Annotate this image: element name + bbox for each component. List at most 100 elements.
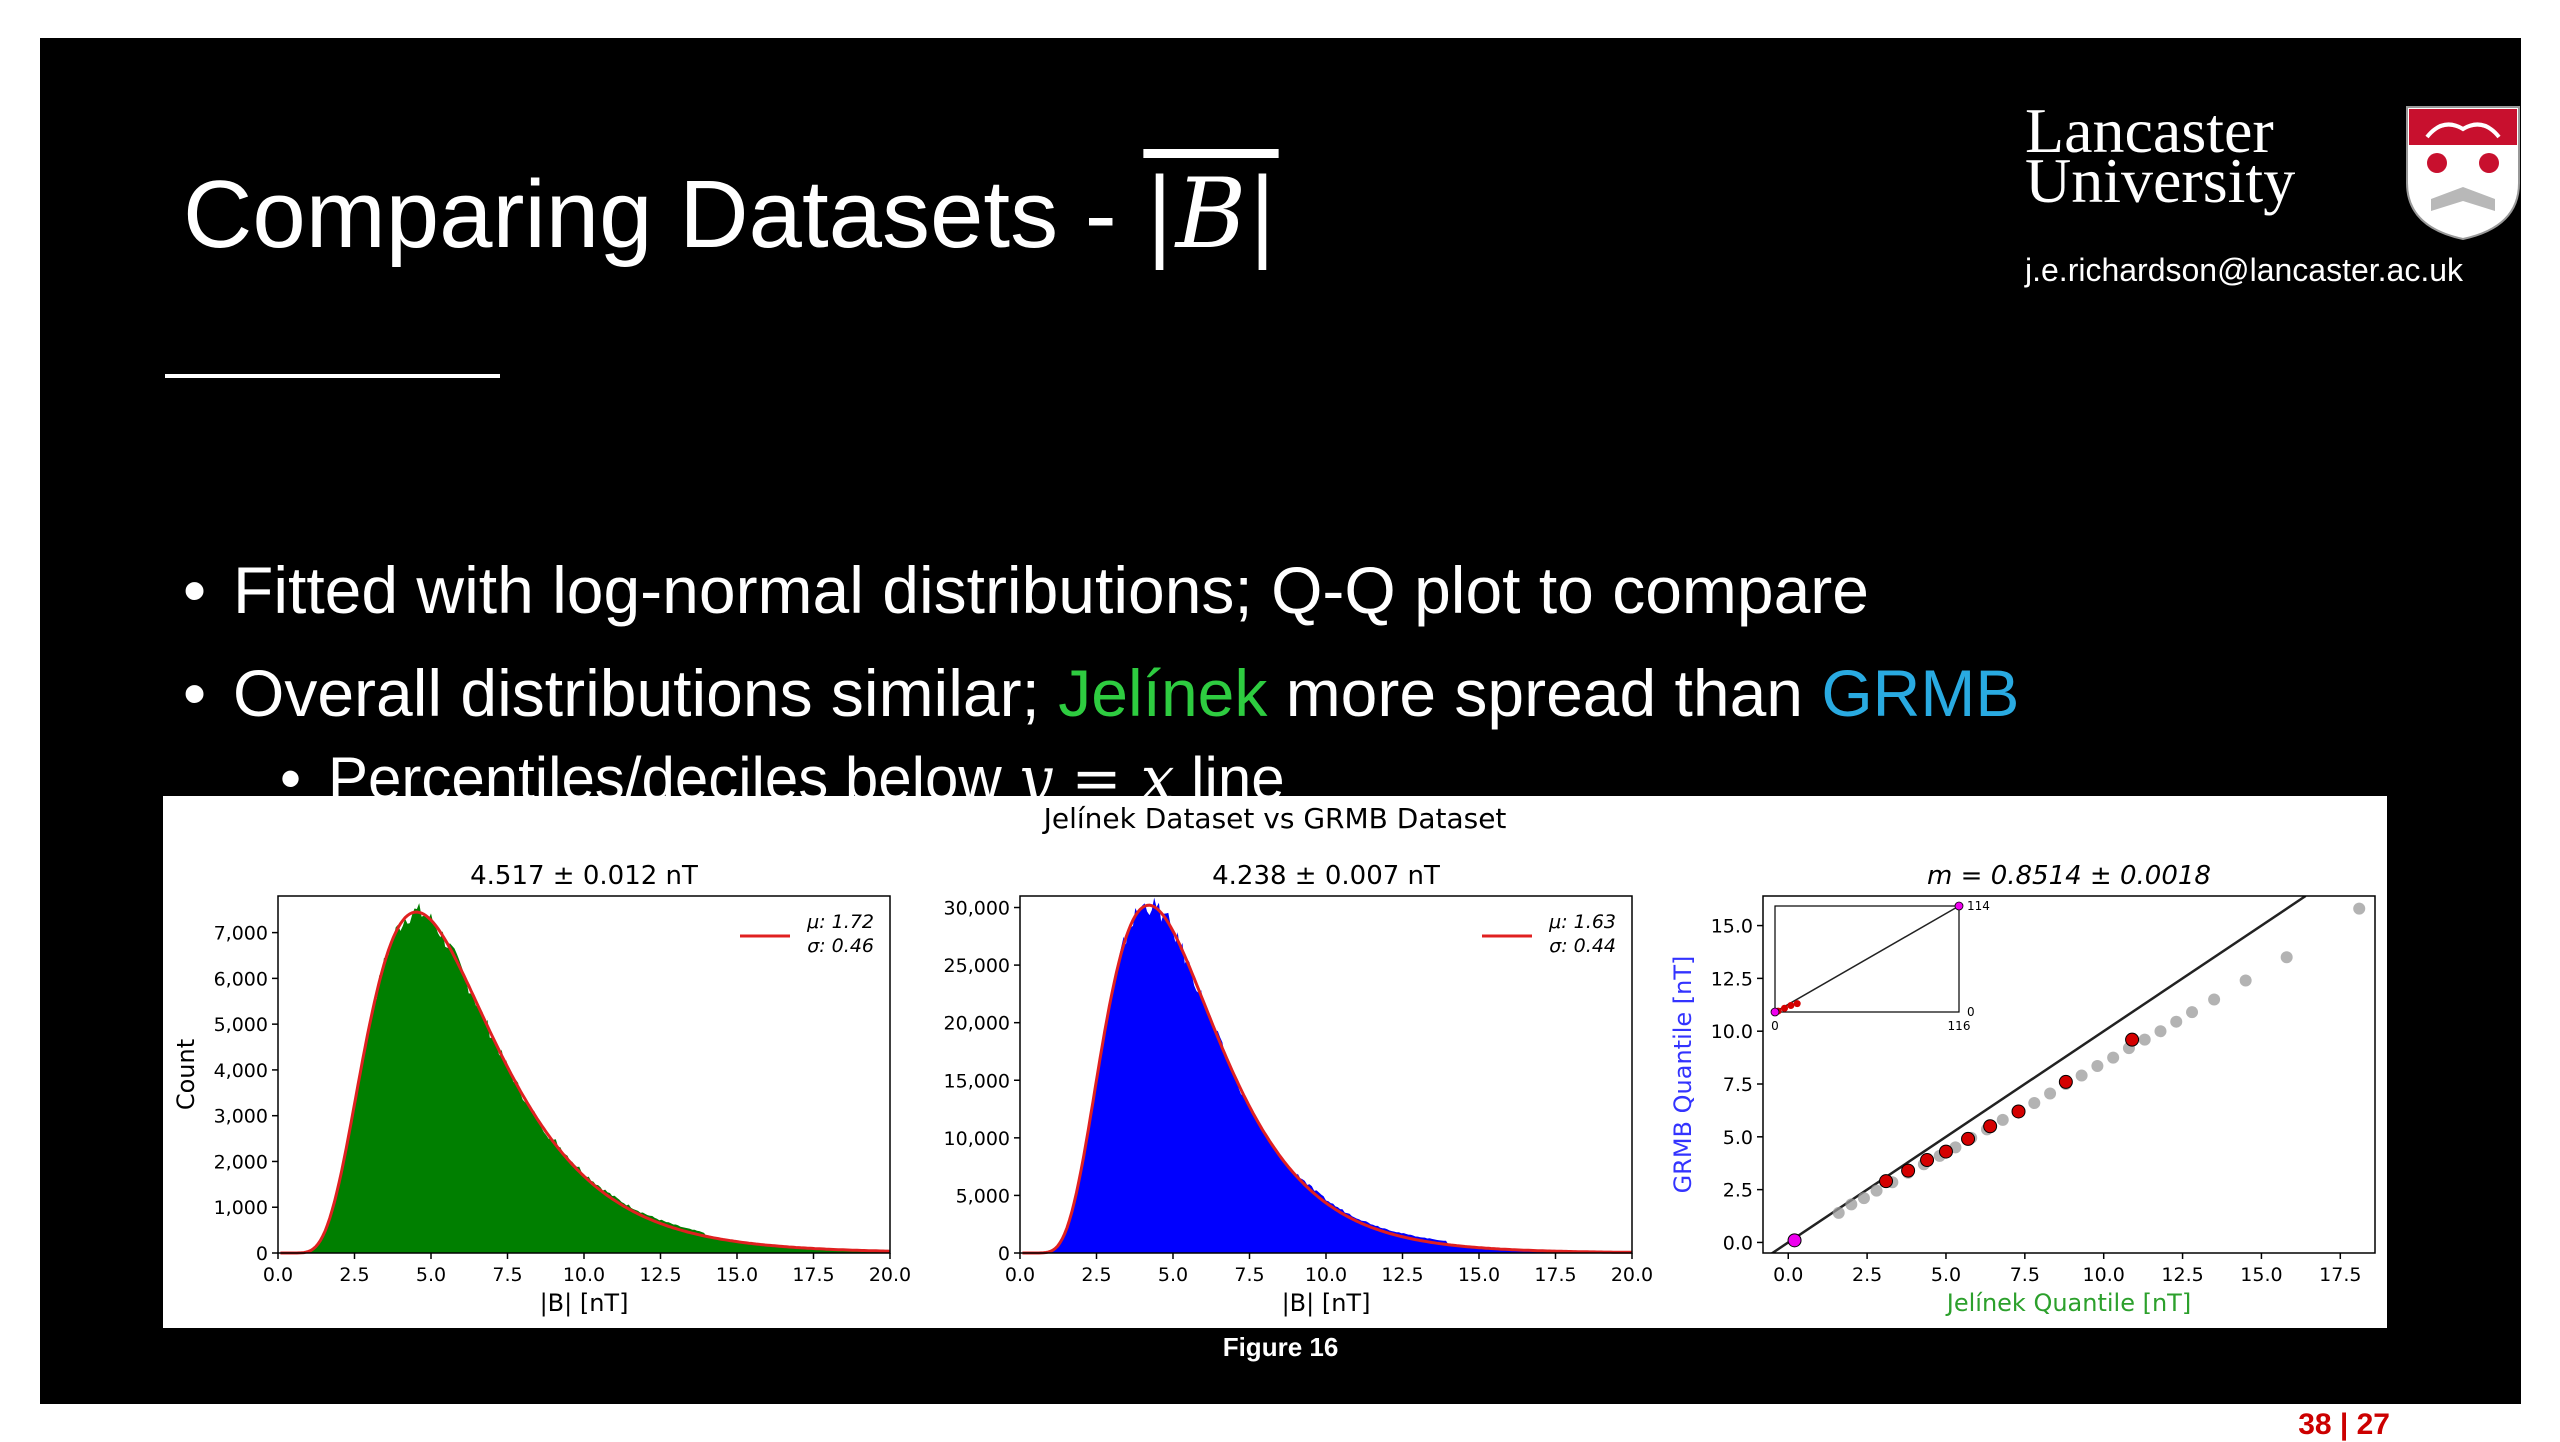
slide: Comparing Datasets - |B| Lancaster Unive… bbox=[40, 38, 2521, 1404]
y-tick-label: 0 bbox=[998, 1243, 1010, 1265]
legend-sigma: σ: 0.44 bbox=[1549, 935, 1616, 957]
inset-red-point bbox=[1793, 1000, 1801, 1008]
gray-point bbox=[1857, 1192, 1870, 1205]
x-tick-label: 10.0 bbox=[1305, 1264, 1347, 1286]
x-tick-label: 12.5 bbox=[639, 1264, 681, 1286]
bullet-2-pre: Overall distributions similar; bbox=[233, 656, 1059, 730]
x-tick-label: 17.5 bbox=[792, 1264, 834, 1286]
figure-suptitle: Jelínek Dataset vs GRMB Dataset bbox=[1042, 802, 1507, 835]
bullet-2-jelinek: Jelínek bbox=[1058, 656, 1268, 730]
bullet-dot: • bbox=[183, 656, 207, 730]
inset-red-point bbox=[1787, 1001, 1795, 1009]
y-tick-label: 1,000 bbox=[214, 1197, 268, 1219]
gray-point bbox=[2353, 902, 2366, 915]
bullet-2-mid: more spread than bbox=[1267, 656, 1822, 730]
red-point bbox=[2058, 1074, 2073, 1089]
x-tick-label: 2.5 bbox=[1852, 1264, 1882, 1286]
gray-point bbox=[2028, 1097, 2041, 1110]
inset-magenta-point bbox=[1770, 1007, 1780, 1017]
x-axis-label: |B| [nT] bbox=[1282, 1289, 1371, 1317]
y-axis-label: GRMB Quantile [nT] bbox=[1669, 956, 1697, 1194]
title-symbol: |B| bbox=[1143, 158, 1279, 270]
lognormal-fit-line bbox=[1022, 903, 1632, 1255]
y-tick-label: 15.0 bbox=[1711, 916, 1753, 938]
gray-point bbox=[2138, 1033, 2151, 1046]
red-point bbox=[1901, 1163, 1916, 1178]
red-point bbox=[1961, 1131, 1976, 1146]
x-tick-label: 15.0 bbox=[1458, 1264, 1500, 1286]
inset-x-tick-label: 0 bbox=[1771, 1019, 1779, 1033]
x-tick-label: 5.0 bbox=[416, 1264, 446, 1286]
inset-identity-line bbox=[1774, 905, 1960, 1013]
page-number: 38 | 27 bbox=[2298, 1408, 2390, 1441]
gray-point bbox=[2170, 1015, 2183, 1028]
title-underline bbox=[165, 374, 500, 378]
histogram-bars bbox=[278, 903, 890, 1253]
inset-red-point bbox=[1781, 1004, 1789, 1012]
gray-point bbox=[1845, 1198, 1858, 1211]
author-email: j.e.richardson@lancaster.ac.uk bbox=[2025, 252, 2464, 288]
y-tick-label: 7,000 bbox=[214, 923, 268, 945]
red-point bbox=[2125, 1032, 2140, 1047]
gray-point bbox=[1996, 1113, 2009, 1126]
inset-magenta-point bbox=[1954, 901, 1964, 911]
x-tick-label: 17.5 bbox=[1534, 1264, 1576, 1286]
title-prefix: Comparing Datasets - bbox=[183, 161, 1144, 268]
histogram-bars bbox=[1020, 897, 1632, 1253]
x-tick-label: 5.0 bbox=[1931, 1264, 1961, 1286]
y-tick-label: 3,000 bbox=[214, 1106, 268, 1128]
x-axis-label: |B| [nT] bbox=[540, 1289, 629, 1317]
inset-x-tick-label: 116 bbox=[1948, 1019, 1971, 1033]
y-tick-label: 12.5 bbox=[1711, 968, 1753, 990]
red-point bbox=[1920, 1153, 1935, 1168]
red-point bbox=[1938, 1144, 1953, 1159]
gray-point bbox=[2280, 951, 2293, 964]
y-tick-label: 0.0 bbox=[1723, 1232, 1753, 1254]
x-tick-label: 20.0 bbox=[869, 1264, 911, 1286]
gray-point bbox=[2044, 1087, 2057, 1100]
gray-point bbox=[2154, 1025, 2167, 1038]
logo-line-1: Lancaster bbox=[2025, 95, 2274, 166]
gray-point bbox=[2091, 1060, 2104, 1073]
y-tick-label: 30,000 bbox=[944, 898, 1010, 920]
x-tick-label: 7.5 bbox=[2010, 1264, 2040, 1286]
y-tick-label: 10.0 bbox=[1711, 1021, 1753, 1043]
legend-mu: μ: 1.63 bbox=[1548, 911, 1616, 933]
x-axis-label: Jelínek Quantile [nT] bbox=[1945, 1289, 2191, 1317]
lognormal-fit-line bbox=[280, 910, 891, 1255]
gray-point bbox=[2208, 993, 2221, 1006]
x-tick-label: 12.5 bbox=[1381, 1264, 1423, 1286]
figure-svg: Jelínek Dataset vs GRMB Dataset 0.0 2.5 5.… bbox=[172, 802, 2376, 1317]
gray-point bbox=[1832, 1206, 1845, 1219]
x-tick-label: 7.5 bbox=[1234, 1264, 1264, 1286]
bottom-band bbox=[0, 1404, 2560, 1440]
magenta-point bbox=[1787, 1233, 1802, 1248]
y-tick-label: 25,000 bbox=[944, 955, 1010, 977]
logo-line-2: University bbox=[2025, 145, 2296, 216]
lancaster-crest-icon bbox=[2406, 106, 2520, 241]
chart-title: 4.517 ± 0.012 nT bbox=[470, 861, 698, 891]
y-tick-label: 7.5 bbox=[1723, 1074, 1753, 1096]
legend-mu: μ: 1.72 bbox=[806, 911, 874, 933]
chart-title: 4.238 ± 0.007 nT bbox=[1212, 861, 1440, 891]
bullet-dot: • bbox=[183, 553, 207, 627]
figure-panel: Jelínek Dataset vs GRMB Dataset 0.0 2.5 5.… bbox=[163, 796, 2387, 1328]
x-tick-label: 2.5 bbox=[339, 1264, 369, 1286]
y-tick-label: 4,000 bbox=[214, 1060, 268, 1082]
figure-caption: Figure 16 bbox=[1222, 1332, 1339, 1362]
y-tick-label: 10,000 bbox=[944, 1128, 1010, 1150]
gray-point bbox=[2239, 974, 2252, 987]
x-tick-label: 0.0 bbox=[1005, 1264, 1035, 1286]
red-point bbox=[1879, 1174, 1894, 1189]
y-tick-label: 5.0 bbox=[1723, 1127, 1753, 1149]
x-tick-label: 15.0 bbox=[716, 1264, 758, 1286]
x-tick-label: 7.5 bbox=[492, 1264, 522, 1286]
bullet-2-grmb: GRMB bbox=[1821, 656, 2020, 730]
x-tick-label: 2.5 bbox=[1081, 1264, 1111, 1286]
axes-frame bbox=[1762, 895, 2376, 1254]
x-tick-label: 20.0 bbox=[1611, 1264, 1653, 1286]
x-tick-label: 10.0 bbox=[2083, 1264, 2125, 1286]
gray-point bbox=[2186, 1006, 2199, 1019]
bullet-1-text: Fitted with log-normal distributions; Q-… bbox=[233, 553, 1869, 627]
inset-y-tick-label: 0 bbox=[1967, 1005, 1975, 1019]
